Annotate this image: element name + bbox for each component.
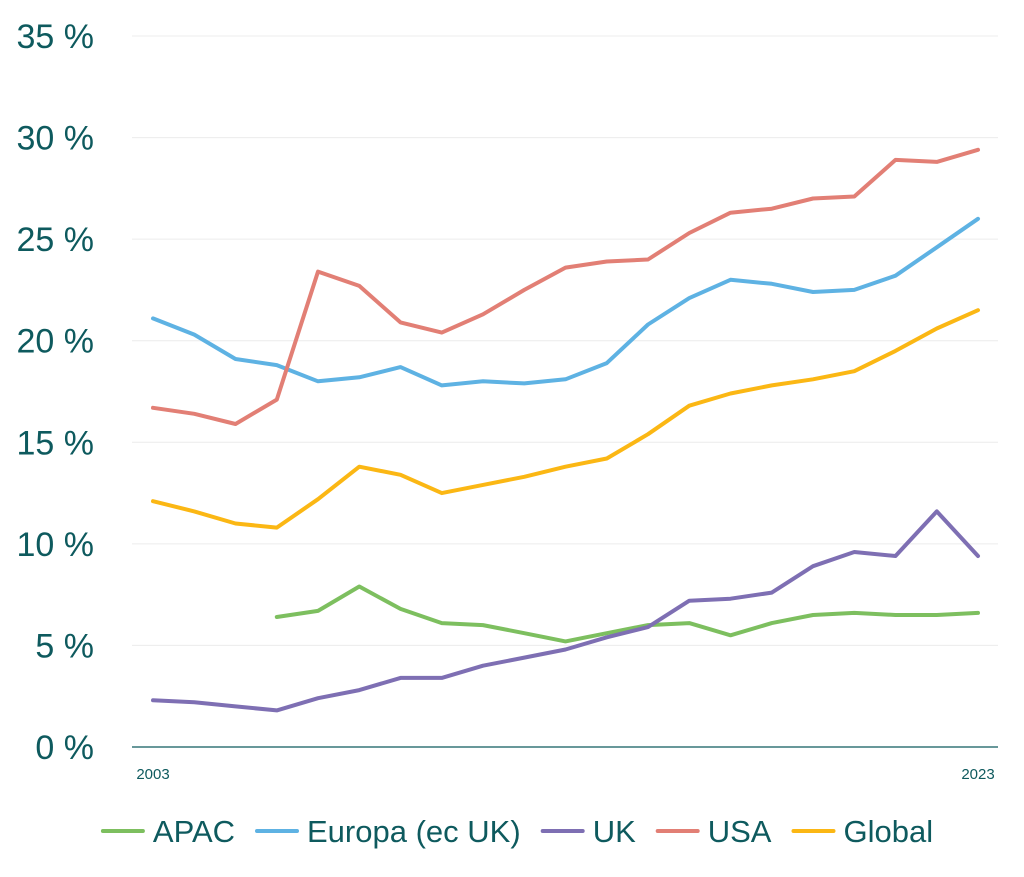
series-line-europa-ec-uk <box>151 216 980 388</box>
x-axis-tick-labels: 2003 2023 <box>136 766 994 783</box>
y-tick-label: 25 % <box>17 221 95 259</box>
y-tick-label: 5 % <box>35 627 94 665</box>
series-line-usa <box>151 147 980 426</box>
y-tick-label: 30 % <box>17 120 95 158</box>
y-tick-label: 0 % <box>35 729 94 767</box>
y-tick-label: 20 % <box>17 323 95 361</box>
legend-item-europa-ec-uk: Europa (ec UK) <box>255 814 521 849</box>
legend-label: UK <box>593 814 636 849</box>
y-tick-label: 35 % <box>17 18 95 56</box>
legend-item-usa: USA <box>655 814 772 849</box>
series-line-global <box>151 308 980 530</box>
y-tick-label: 15 % <box>17 424 95 462</box>
series-lines <box>151 147 980 713</box>
y-tick-label: 10 % <box>17 526 95 564</box>
legend-label: USA <box>708 814 772 849</box>
legend-item-global: Global <box>791 814 934 849</box>
legend-label: Global <box>844 814 934 849</box>
legend-item-apac: APAC <box>100 814 235 849</box>
legend-label: Europa (ec UK) <box>307 814 521 849</box>
y-axis-tick-labels: 0 % 5 % 10 % 15 % 20 % 25 % 30 % 35 % <box>17 18 95 767</box>
series-line-apac <box>274 584 980 644</box>
x-tick-label-start: 2003 <box>136 766 169 783</box>
series-line-uk <box>151 509 980 713</box>
legend-label: APAC <box>153 814 235 849</box>
gridlines <box>132 35 998 646</box>
x-tick-label-end: 2023 <box>961 766 994 783</box>
legend-item-uk: UK <box>540 814 636 849</box>
legend: APAC Europa (ec UK) UK USA Global <box>100 814 934 849</box>
